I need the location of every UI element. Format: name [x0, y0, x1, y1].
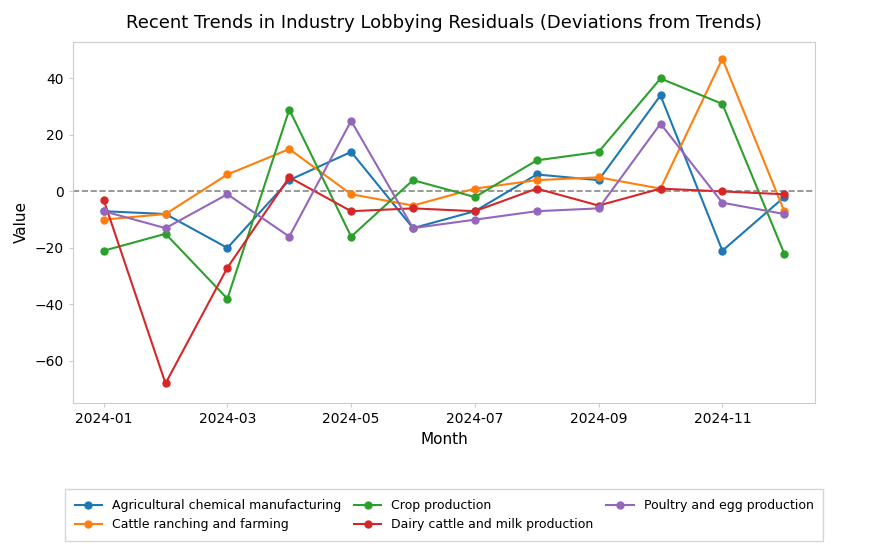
Dairy cattle and milk production — [531, 185, 542, 192]
Agricultural chemical manufacturing — [222, 245, 233, 251]
Crop production — [222, 295, 233, 302]
Dairy cattle and milk production — [346, 208, 356, 214]
Agricultural chemical manufacturing — [717, 248, 727, 254]
Crop production — [408, 177, 418, 184]
Line: Crop production: Crop production — [100, 75, 787, 302]
Dairy cattle and milk production — [98, 197, 109, 203]
Cattle ranching and farming — [717, 55, 727, 62]
Cattle ranching and farming — [408, 202, 418, 209]
Cattle ranching and farming — [655, 185, 665, 192]
Poultry and egg production — [779, 211, 789, 217]
Poultry and egg production — [469, 216, 480, 223]
Poultry and egg production — [408, 225, 418, 231]
Poultry and egg production — [531, 208, 542, 214]
Line: Poultry and egg production: Poultry and egg production — [100, 118, 787, 240]
Cattle ranching and farming — [469, 185, 480, 192]
Line: Dairy cattle and milk production: Dairy cattle and milk production — [100, 174, 787, 387]
Y-axis label: Value: Value — [14, 202, 29, 244]
Poultry and egg production — [717, 199, 727, 206]
Crop production — [779, 250, 789, 257]
Dairy cattle and milk production — [717, 188, 727, 195]
Crop production — [717, 101, 727, 108]
Crop production — [593, 148, 604, 155]
Agricultural chemical manufacturing — [531, 171, 542, 178]
Cattle ranching and farming — [284, 146, 294, 152]
Crop production — [531, 157, 542, 164]
Agricultural chemical manufacturing — [593, 177, 604, 184]
Agricultural chemical manufacturing — [469, 208, 480, 214]
Cattle ranching and farming — [346, 191, 356, 198]
Line: Agricultural chemical manufacturing: Agricultural chemical manufacturing — [100, 92, 787, 254]
Agricultural chemical manufacturing — [655, 92, 665, 99]
Crop production — [655, 75, 665, 82]
Poultry and egg production — [160, 225, 171, 231]
Dairy cattle and milk production — [593, 202, 604, 209]
Poultry and egg production — [98, 208, 109, 214]
Crop production — [284, 106, 294, 113]
Agricultural chemical manufacturing — [408, 225, 418, 231]
Crop production — [98, 248, 109, 254]
Dairy cattle and milk production — [284, 174, 294, 181]
Dairy cattle and milk production — [160, 380, 171, 387]
Dairy cattle and milk production — [408, 205, 418, 212]
Cattle ranching and farming — [160, 211, 171, 217]
Agricultural chemical manufacturing — [284, 177, 294, 184]
Line: Cattle ranching and farming: Cattle ranching and farming — [100, 55, 787, 223]
Dairy cattle and milk production — [222, 264, 233, 271]
Dairy cattle and milk production — [779, 191, 789, 198]
Agricultural chemical manufacturing — [779, 194, 789, 200]
Poultry and egg production — [222, 191, 233, 198]
Legend: Agricultural chemical manufacturing, Cattle ranching and farming, Crop productio: Agricultural chemical manufacturing, Cat… — [64, 489, 823, 541]
Cattle ranching and farming — [593, 174, 604, 181]
X-axis label: Month: Month — [420, 432, 468, 447]
Poultry and egg production — [284, 234, 294, 240]
Poultry and egg production — [593, 205, 604, 212]
Cattle ranching and farming — [779, 208, 789, 214]
Poultry and egg production — [346, 118, 356, 124]
Agricultural chemical manufacturing — [98, 208, 109, 214]
Crop production — [346, 234, 356, 240]
Poultry and egg production — [655, 120, 665, 127]
Cattle ranching and farming — [531, 177, 542, 184]
Dairy cattle and milk production — [469, 208, 480, 214]
Dairy cattle and milk production — [655, 185, 665, 192]
Cattle ranching and farming — [222, 171, 233, 178]
Crop production — [160, 230, 171, 237]
Cattle ranching and farming — [98, 216, 109, 223]
Title: Recent Trends in Industry Lobbying Residuals (Deviations from Trends): Recent Trends in Industry Lobbying Resid… — [126, 14, 762, 32]
Crop production — [469, 194, 480, 200]
Agricultural chemical manufacturing — [346, 148, 356, 155]
Agricultural chemical manufacturing — [160, 211, 171, 217]
